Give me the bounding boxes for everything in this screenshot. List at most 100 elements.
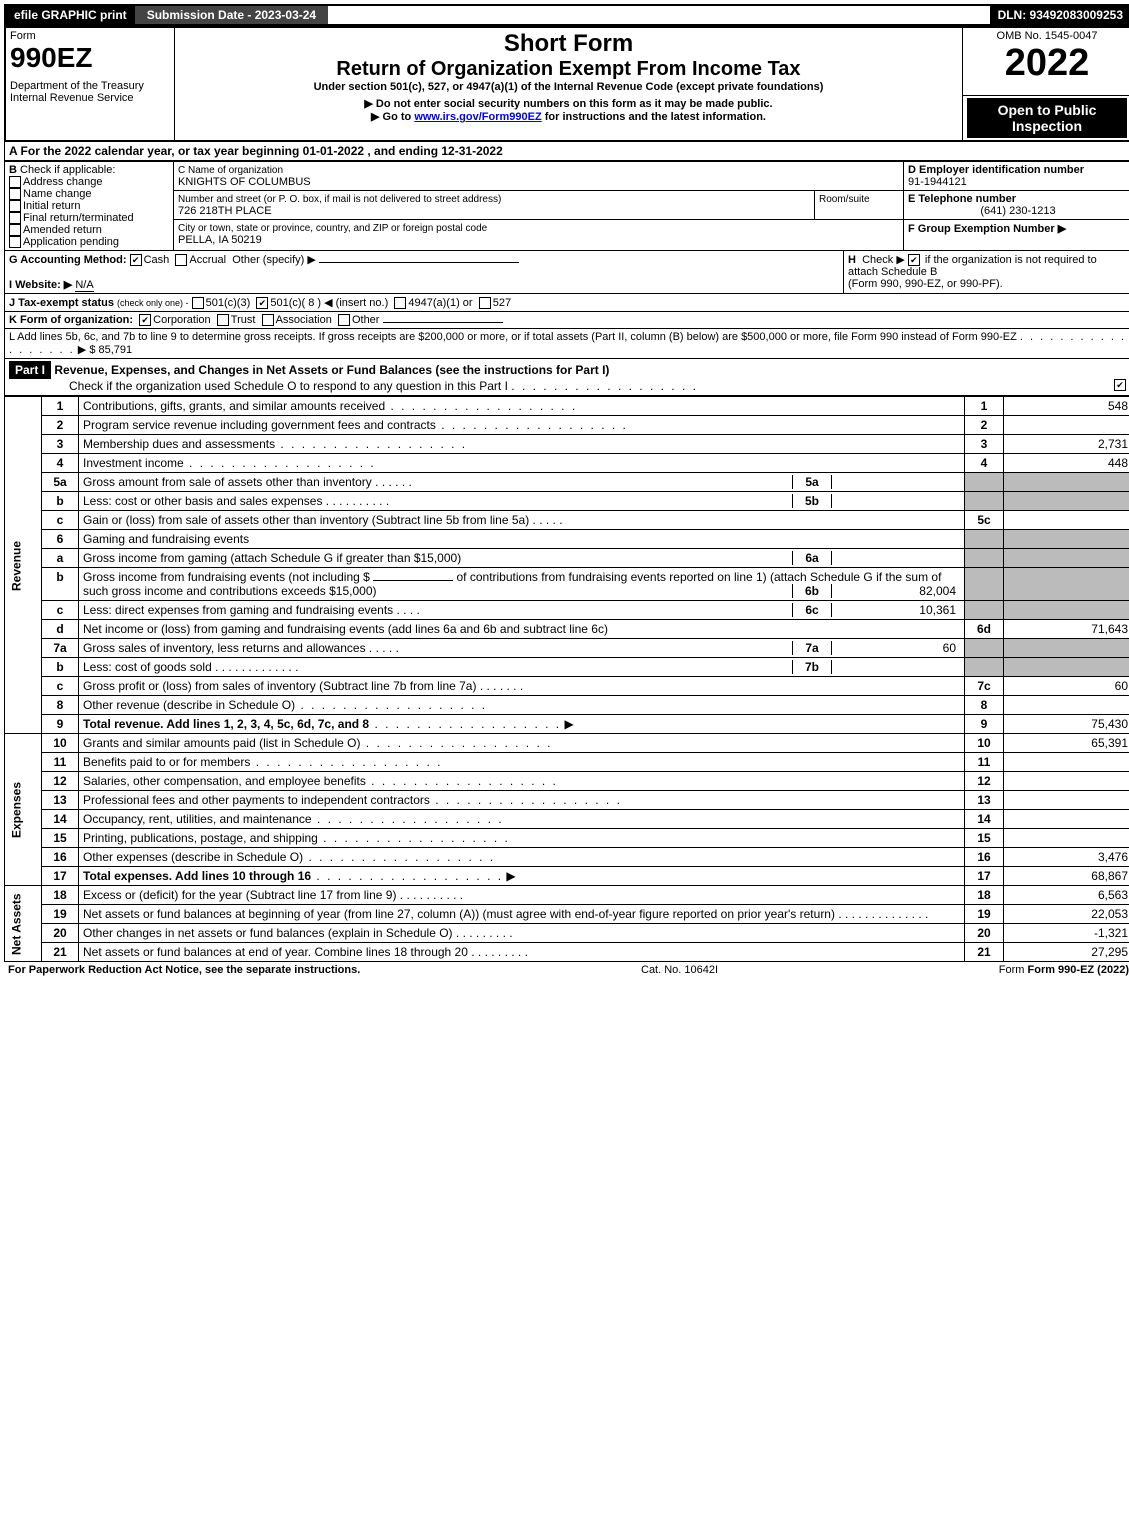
line-num: d [42, 620, 79, 639]
trust-checkbox[interactable] [217, 314, 229, 326]
line-ref: 2 [965, 416, 1004, 435]
amended-return-label: Amended return [23, 224, 102, 236]
assoc-label: Association [276, 314, 332, 326]
name-change-checkbox[interactable] [9, 188, 21, 200]
dots [369, 717, 561, 731]
line-text: Excess or (deficit) for the year (Subtra… [79, 886, 965, 905]
section-i-label: I Website: ▶ [9, 279, 72, 291]
dots [250, 755, 442, 769]
other-specify-line[interactable] [319, 262, 519, 263]
dots [303, 850, 495, 864]
opt-4947: 4947(a)(1) or [408, 297, 472, 309]
section-l-amount: 85,791 [99, 344, 133, 356]
irs-link[interactable]: www.irs.gov/Form990EZ [414, 111, 541, 123]
addr-change-checkbox[interactable] [9, 176, 21, 188]
efile-print-label[interactable]: efile GRAPHIC print [6, 6, 135, 24]
gray-cell [965, 492, 1004, 511]
cash-checkbox[interactable] [130, 254, 142, 266]
line-text: Less: cost or other basis and sales expe… [79, 492, 965, 511]
other-org-checkbox[interactable] [338, 314, 350, 326]
527-checkbox[interactable] [479, 297, 491, 309]
section-l: L Add lines 5b, 6c, and 7b to line 9 to … [4, 329, 1129, 359]
line-amount [1004, 696, 1129, 715]
accrual-checkbox[interactable] [175, 254, 187, 266]
dots [436, 418, 628, 432]
line-text: Gross profit or (loss) from sales of inv… [79, 677, 965, 696]
gray-cell [1004, 658, 1129, 677]
form-header: Form 990EZ Department of the Treasury In… [4, 26, 1129, 142]
dots [312, 812, 504, 826]
city-value: PELLA, IA 50219 [178, 234, 262, 246]
net-assets-side-label: Net Assets [5, 886, 42, 962]
4947-checkbox[interactable] [394, 297, 406, 309]
line-amount: 65,391 [1004, 734, 1129, 753]
line-num: 16 [42, 848, 79, 867]
dots [366, 774, 558, 788]
501c-checkbox[interactable] [256, 297, 268, 309]
line-text: Professional fees and other payments to … [79, 791, 965, 810]
line-ref: 14 [965, 810, 1004, 829]
other-org-line[interactable] [383, 322, 503, 323]
amended-return-checkbox[interactable] [9, 224, 21, 236]
line-num: 6 [42, 530, 79, 549]
line-num: 5a [42, 473, 79, 492]
section-b-label: B [9, 164, 17, 176]
501c3-checkbox[interactable] [192, 297, 204, 309]
street-value: 726 218TH PLACE [178, 205, 272, 217]
initial-return-checkbox[interactable] [9, 200, 21, 212]
city-label: City or town, state or province, country… [178, 223, 487, 234]
ein-value: 91-1944121 [908, 176, 967, 188]
line-amount: 3,476 [1004, 848, 1129, 867]
line-ref: 19 [965, 905, 1004, 924]
gray-cell [965, 658, 1004, 677]
line-text: Gaming and fundraising events [79, 530, 965, 549]
inner-line-ref: 6a [792, 551, 832, 565]
app-pending-checkbox[interactable] [9, 236, 21, 248]
irs-label: Internal Revenue Service [10, 92, 170, 104]
submission-date: Submission Date - 2023-03-24 [135, 6, 328, 24]
top-bar: efile GRAPHIC print Submission Date - 20… [4, 4, 1129, 26]
line-amount: 71,643 [1004, 620, 1129, 639]
line-text: Gross income from fundraising events (no… [79, 568, 965, 601]
line-text: Less: cost of goods sold . . . . . . . .… [79, 658, 965, 677]
line-ref: 6d [965, 620, 1004, 639]
final-return-checkbox[interactable] [9, 212, 21, 224]
line-amount: -1,321 [1004, 924, 1129, 943]
accounting-section: G Accounting Method: Cash Accrual Other … [4, 251, 1129, 294]
line-amount [1004, 511, 1129, 530]
section-k: K Form of organization: Corporation Trus… [4, 312, 1129, 329]
line-ref: 7c [965, 677, 1004, 696]
gray-cell [1004, 639, 1129, 658]
form-number: 990EZ [10, 42, 170, 74]
line-num: b [42, 568, 79, 601]
line-num: 7a [42, 639, 79, 658]
form-ref: Form Form 990-EZ (2022) [999, 964, 1129, 976]
line-ref: 9 [965, 715, 1004, 734]
line-num: 15 [42, 829, 79, 848]
dots [184, 456, 376, 470]
gray-cell [1004, 530, 1129, 549]
line-amount: 2,731 [1004, 435, 1129, 454]
line-amount: 60 [1004, 677, 1129, 696]
inner-line-ref: 7a [792, 641, 832, 655]
name-change-label: Name change [23, 188, 92, 200]
gray-cell [965, 601, 1004, 620]
schedule-b-checkbox[interactable] [908, 254, 920, 266]
contrib-blank[interactable] [373, 580, 453, 581]
section-h-label: H [848, 254, 856, 266]
line-ref: 13 [965, 791, 1004, 810]
goto-suffix: for instructions and the latest informat… [542, 111, 766, 123]
form-word: Form [10, 30, 170, 42]
line-num: 8 [42, 696, 79, 715]
assoc-checkbox[interactable] [262, 314, 274, 326]
line-num: 19 [42, 905, 79, 924]
line-ref: 20 [965, 924, 1004, 943]
line-text: Gross income from gaming (attach Schedul… [79, 549, 965, 568]
corp-label: Corporation [153, 314, 210, 326]
line-amount [1004, 416, 1129, 435]
corp-checkbox[interactable] [139, 314, 151, 326]
dots [311, 869, 503, 883]
line-text: Grants and similar amounts paid (list in… [79, 734, 965, 753]
schedule-o-checkbox[interactable] [1114, 379, 1126, 391]
dept-treasury: Department of the Treasury [10, 80, 170, 92]
